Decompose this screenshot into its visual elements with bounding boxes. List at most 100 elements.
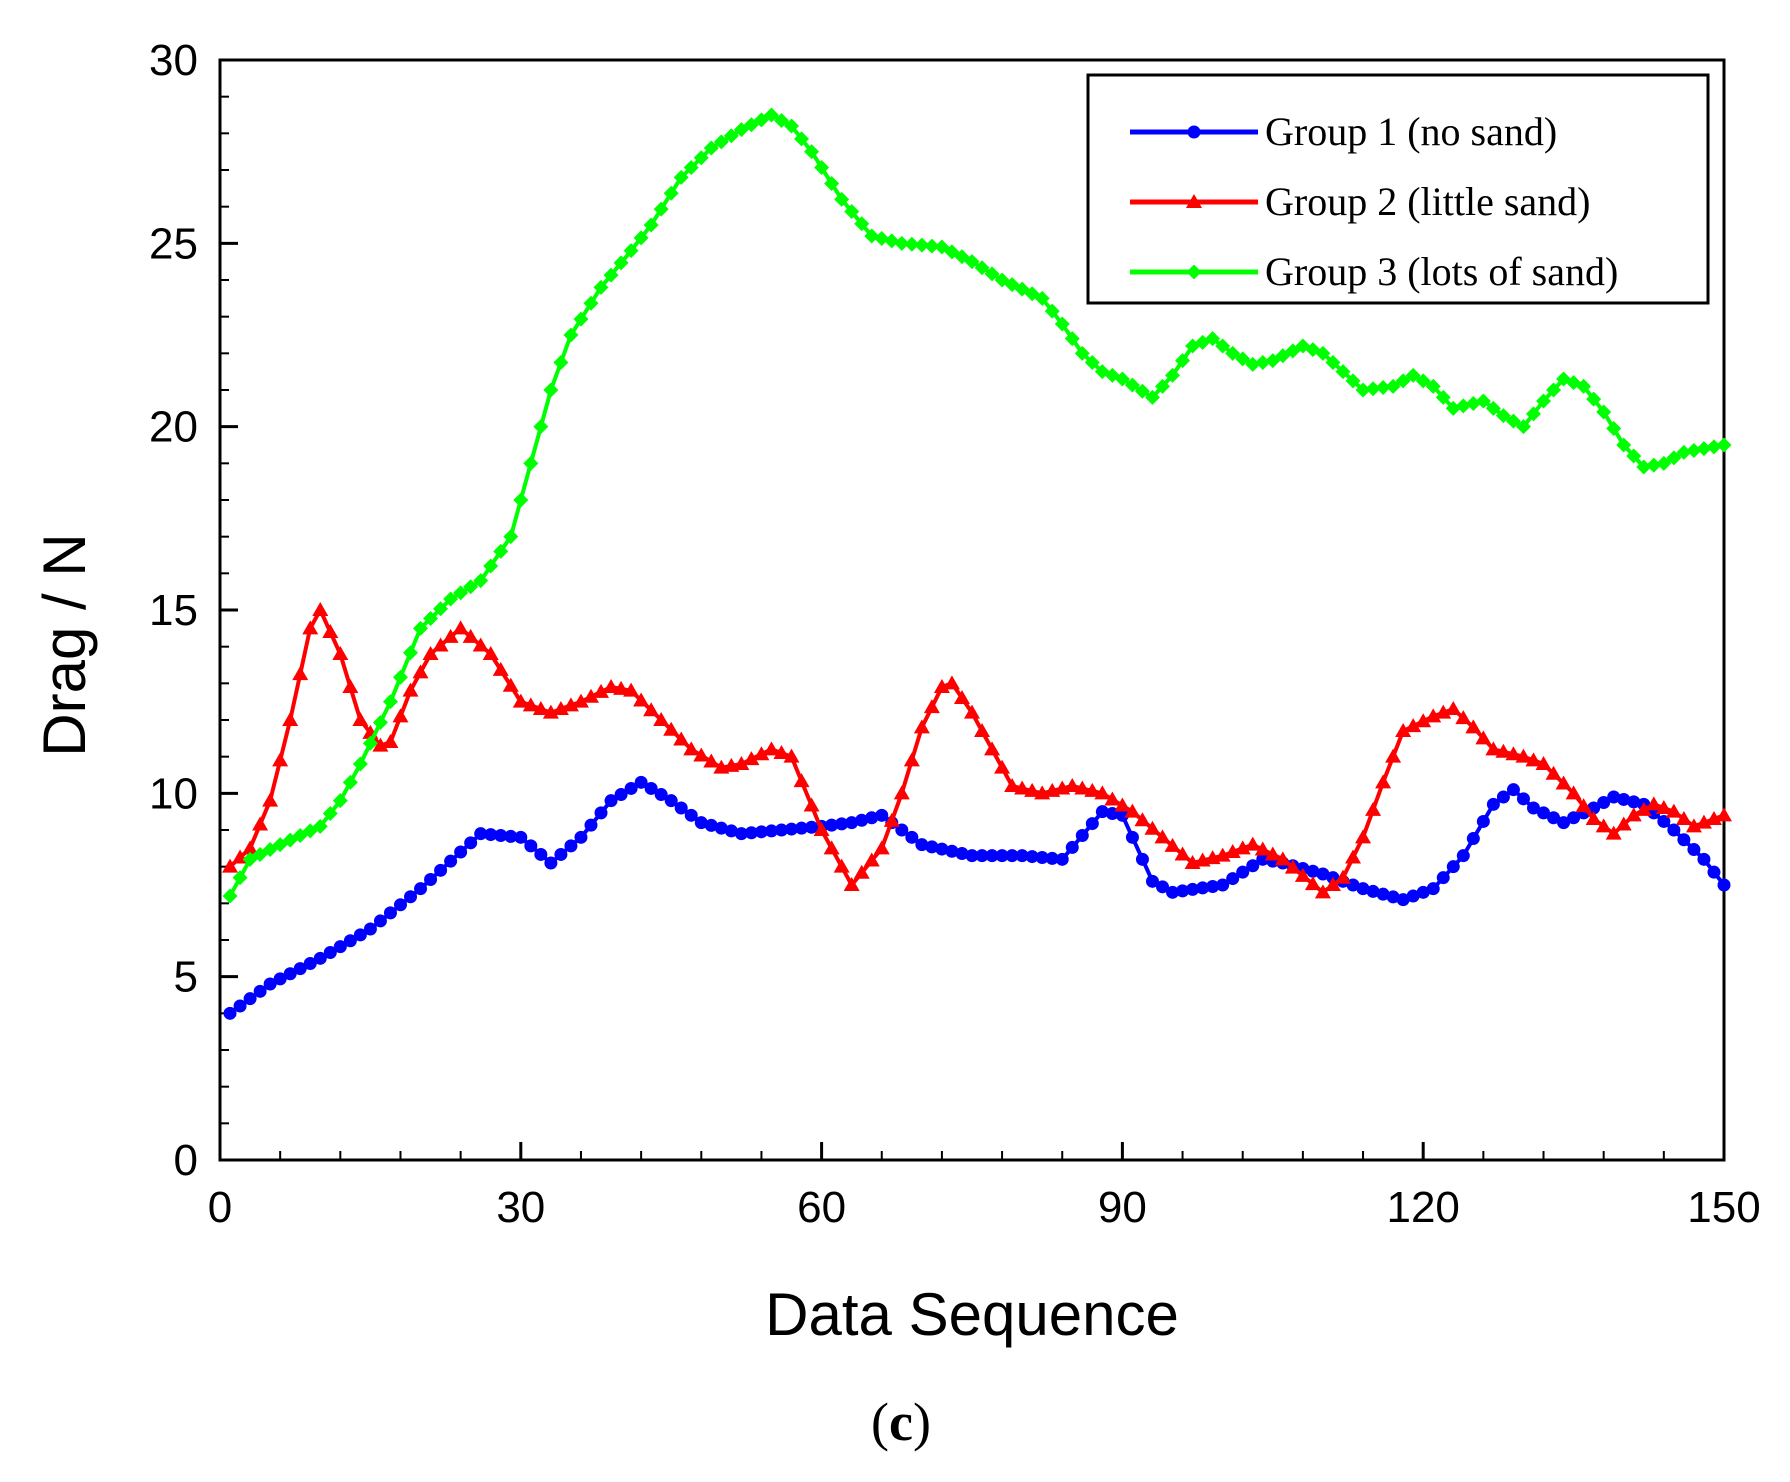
data-point — [1605, 825, 1622, 840]
data-point — [372, 737, 389, 752]
data-point — [1274, 851, 1291, 866]
data-point — [864, 228, 880, 244]
data-point — [1024, 782, 1041, 797]
data-point — [744, 826, 758, 840]
data-point — [1214, 847, 1231, 862]
data-point — [1014, 780, 1031, 795]
data-point — [1334, 869, 1351, 884]
data-point — [945, 844, 959, 858]
data-point — [312, 602, 329, 616]
data-point — [873, 840, 890, 855]
data-point — [643, 702, 660, 717]
data-point — [984, 741, 1001, 756]
data-point — [1677, 833, 1691, 847]
data-point — [995, 849, 1009, 863]
legend-marker-group-3 — [1186, 264, 1202, 280]
panel-label-paren-close: ) — [913, 1392, 931, 1452]
data-point — [823, 840, 840, 855]
data-point — [1547, 811, 1561, 825]
data-point — [502, 677, 519, 692]
data-point — [875, 808, 889, 822]
data-point — [1004, 778, 1021, 792]
data-point — [1515, 748, 1532, 763]
data-point — [433, 601, 449, 617]
data-point — [554, 847, 568, 861]
data-point — [914, 237, 930, 253]
data-point — [644, 781, 658, 795]
data-point — [1335, 364, 1351, 380]
y-tick-label: 15 — [149, 586, 198, 635]
data-point — [1064, 331, 1080, 347]
data-point — [1366, 884, 1380, 898]
data-point — [272, 752, 289, 767]
x-tick-label: 120 — [1386, 1183, 1459, 1232]
data-point — [392, 669, 408, 685]
data-point — [564, 839, 578, 853]
data-point — [1666, 450, 1682, 466]
data-point — [1565, 785, 1582, 800]
data-point — [773, 745, 790, 759]
data-point — [1665, 803, 1682, 818]
data-point — [933, 679, 950, 693]
data-point — [372, 714, 388, 730]
data-point — [984, 266, 1000, 282]
data-point — [523, 455, 539, 471]
data-point — [1345, 849, 1362, 864]
series-group-2 — [222, 602, 1732, 899]
data-point — [1485, 400, 1501, 416]
data-point — [1216, 878, 1230, 892]
data-point — [1345, 373, 1361, 389]
data-point — [603, 267, 619, 283]
data-point — [1585, 811, 1602, 825]
data-point — [723, 128, 739, 144]
data-point — [1486, 797, 1500, 811]
data-point — [393, 898, 407, 912]
data-point — [814, 160, 830, 176]
data-point — [713, 134, 729, 150]
data-point — [352, 712, 369, 726]
data-point — [562, 697, 579, 712]
data-point — [532, 701, 549, 715]
y-tick-label: 5 — [174, 953, 198, 1002]
data-point — [915, 838, 929, 852]
data-point — [553, 355, 569, 370]
data-point — [1135, 852, 1149, 866]
data-point — [1656, 455, 1672, 471]
data-point — [905, 830, 919, 844]
data-point — [533, 419, 549, 435]
data-point — [1104, 791, 1121, 806]
data-point — [1065, 840, 1079, 854]
y-tick-label: 30 — [149, 36, 198, 85]
data-point — [733, 122, 749, 138]
data-point — [514, 830, 528, 844]
data-point — [1505, 413, 1521, 429]
data-point — [803, 797, 820, 812]
data-point — [1657, 814, 1671, 828]
data-point — [1465, 395, 1481, 411]
data-point — [243, 992, 257, 1006]
data-point — [824, 175, 840, 191]
data-point — [1446, 860, 1460, 874]
data-point — [262, 792, 279, 807]
data-point — [1696, 441, 1712, 457]
data-point — [1206, 879, 1220, 893]
data-point — [1264, 846, 1281, 861]
data-point — [1094, 785, 1111, 800]
data-point — [1174, 846, 1191, 861]
data-point — [404, 890, 418, 904]
data-point — [1495, 408, 1511, 424]
data-point — [613, 680, 630, 695]
data-point — [1355, 382, 1371, 398]
data-point — [313, 951, 327, 965]
data-point — [1234, 840, 1251, 855]
data-point — [543, 382, 559, 398]
data-point — [693, 747, 710, 762]
data-point — [683, 741, 700, 756]
data-point — [834, 191, 850, 207]
data-point — [444, 854, 458, 868]
data-point — [494, 829, 508, 842]
data-point — [1025, 850, 1039, 864]
data-point — [1606, 421, 1622, 436]
data-point — [1616, 437, 1632, 453]
data-point — [704, 818, 718, 832]
